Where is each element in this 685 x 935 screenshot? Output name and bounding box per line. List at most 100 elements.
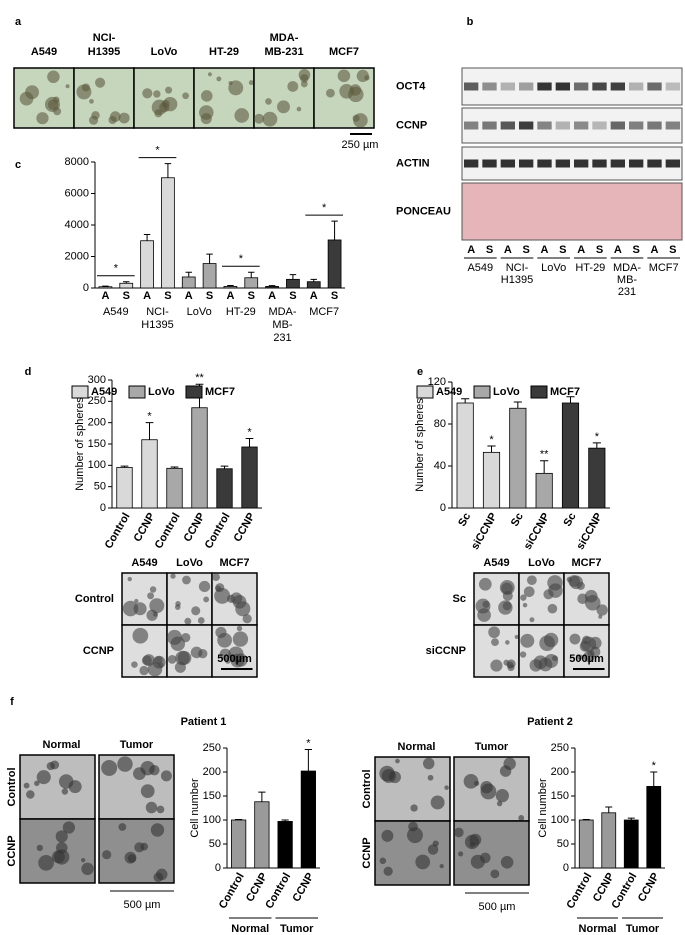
cell [415, 854, 431, 870]
blot-band [537, 159, 552, 168]
cell [242, 614, 252, 624]
blot-band [464, 82, 479, 91]
group-label: NCI- [146, 306, 169, 318]
bar [216, 468, 233, 509]
y-tick-label: 250 [551, 742, 569, 754]
y-tick-label: 250 [203, 742, 221, 754]
lane-label: S [596, 244, 603, 256]
cell [108, 115, 117, 125]
bar [578, 819, 594, 869]
cell [215, 626, 227, 639]
error-bar [143, 233, 151, 241]
x-tick-label: A [143, 290, 151, 302]
bar [244, 277, 259, 289]
group-label: MCF7 [309, 306, 339, 318]
y-tick-label: 250 [88, 395, 106, 407]
blot-band [610, 121, 625, 130]
error-bar [331, 220, 338, 240]
bar [98, 286, 113, 289]
significance: * [652, 760, 657, 772]
cell [140, 784, 155, 798]
cell [153, 872, 164, 882]
bar [141, 439, 158, 509]
blot-band [482, 121, 497, 130]
error-bar [289, 274, 297, 280]
cell [529, 617, 535, 623]
blot-band [629, 82, 644, 91]
cell [122, 600, 139, 617]
bar [231, 819, 247, 869]
cell [236, 625, 243, 632]
error-bar [605, 806, 613, 813]
y-tick-label: 300 [88, 374, 106, 386]
error-bar [145, 422, 154, 440]
cell [430, 795, 445, 810]
cell [499, 765, 512, 777]
error-bar [206, 253, 213, 264]
cell [54, 849, 70, 865]
cell [134, 842, 145, 853]
cell [500, 855, 514, 869]
group-label: MDA- [613, 262, 641, 274]
cell [219, 648, 231, 660]
cell [427, 844, 439, 855]
cell-line-label: MDA- [270, 32, 299, 44]
cell [124, 851, 137, 864]
error-bar [268, 285, 276, 287]
cell-line-label: NCI- [93, 32, 116, 44]
legend-swatch [128, 385, 146, 399]
cell-line-label: H1395 [88, 46, 120, 58]
row-label: Control [75, 593, 114, 605]
y-tick-label: 80 [434, 418, 446, 430]
cell [38, 854, 54, 871]
cell [154, 109, 163, 118]
group-label: Tumor [280, 923, 314, 935]
cell [200, 90, 213, 102]
cell [463, 773, 479, 789]
x-tick-label: S [206, 290, 213, 302]
cell [538, 657, 553, 672]
bar [482, 451, 501, 509]
cell [182, 575, 191, 585]
y-tick-label: 150 [203, 790, 221, 802]
bar [181, 276, 196, 289]
group-label: 231 [273, 332, 291, 344]
cell-line-label: MB-231 [264, 46, 303, 58]
cell [61, 788, 69, 795]
y-tick-label: 0 [563, 862, 569, 874]
cell [156, 805, 165, 814]
cell [298, 69, 311, 81]
y-tick-label: 100 [203, 814, 221, 826]
cell [203, 596, 210, 603]
row-label: CCNP [361, 837, 373, 868]
bar [140, 240, 154, 289]
cell [118, 112, 130, 124]
cell [149, 764, 160, 776]
cell [232, 631, 249, 647]
bar [561, 402, 580, 509]
cell [522, 602, 528, 608]
y-axis-title: Number of spheres [414, 398, 426, 492]
cell [491, 638, 499, 647]
cell [520, 594, 527, 601]
panel-letter: e [417, 366, 423, 378]
legend-label: LoVo [493, 386, 520, 398]
panel-letter: b [467, 16, 474, 28]
blot-band [610, 82, 625, 91]
error-bar [540, 460, 549, 474]
cell [422, 757, 435, 770]
blot-band [482, 82, 497, 91]
lane-label: S [669, 244, 676, 256]
cell [427, 774, 434, 781]
blot-band [555, 159, 570, 168]
cell [526, 575, 537, 586]
y-tick-label: 100 [88, 459, 106, 471]
legend-swatch [416, 385, 434, 399]
y-axis-title: Cell number [537, 778, 549, 838]
x-tick-label: S [248, 290, 255, 302]
y-tick-label: 4000 [65, 219, 89, 231]
error-bar [304, 748, 312, 772]
y-tick-label: 150 [88, 438, 106, 450]
y-tick-label: 100 [551, 814, 569, 826]
